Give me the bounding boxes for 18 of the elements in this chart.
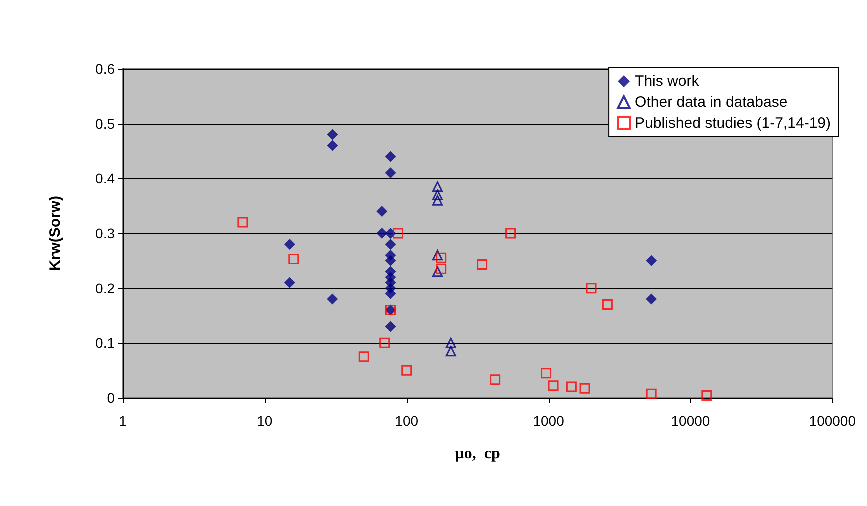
x-tick-label: 100 [395,413,419,429]
y-tick-label: 0.2 [96,280,116,296]
x-axis-title: μo, cp [455,446,500,462]
x-tick-label: 10000 [671,413,710,429]
x-tick-label: 1000 [533,413,565,429]
y-tick-label: 0.6 [96,61,116,77]
legend-label: This work [635,73,700,90]
y-tick-label: 0.1 [96,335,116,352]
y-tick-label: 0.5 [96,116,116,132]
y-tick-label: 0.4 [96,170,116,187]
legend-label: Published studies (1-7,14-19) [635,115,832,132]
y-tick-label: 0 [107,390,116,406]
x-tick-label: 100000 [809,413,856,429]
x-tick-label: 10 [257,413,273,429]
x-tick-label: 1 [119,413,128,429]
y-tick-label: 0.3 [96,226,116,242]
legend-label: Other data in database [635,94,788,111]
y-axis-title: Krw(Sorw) [47,196,64,271]
